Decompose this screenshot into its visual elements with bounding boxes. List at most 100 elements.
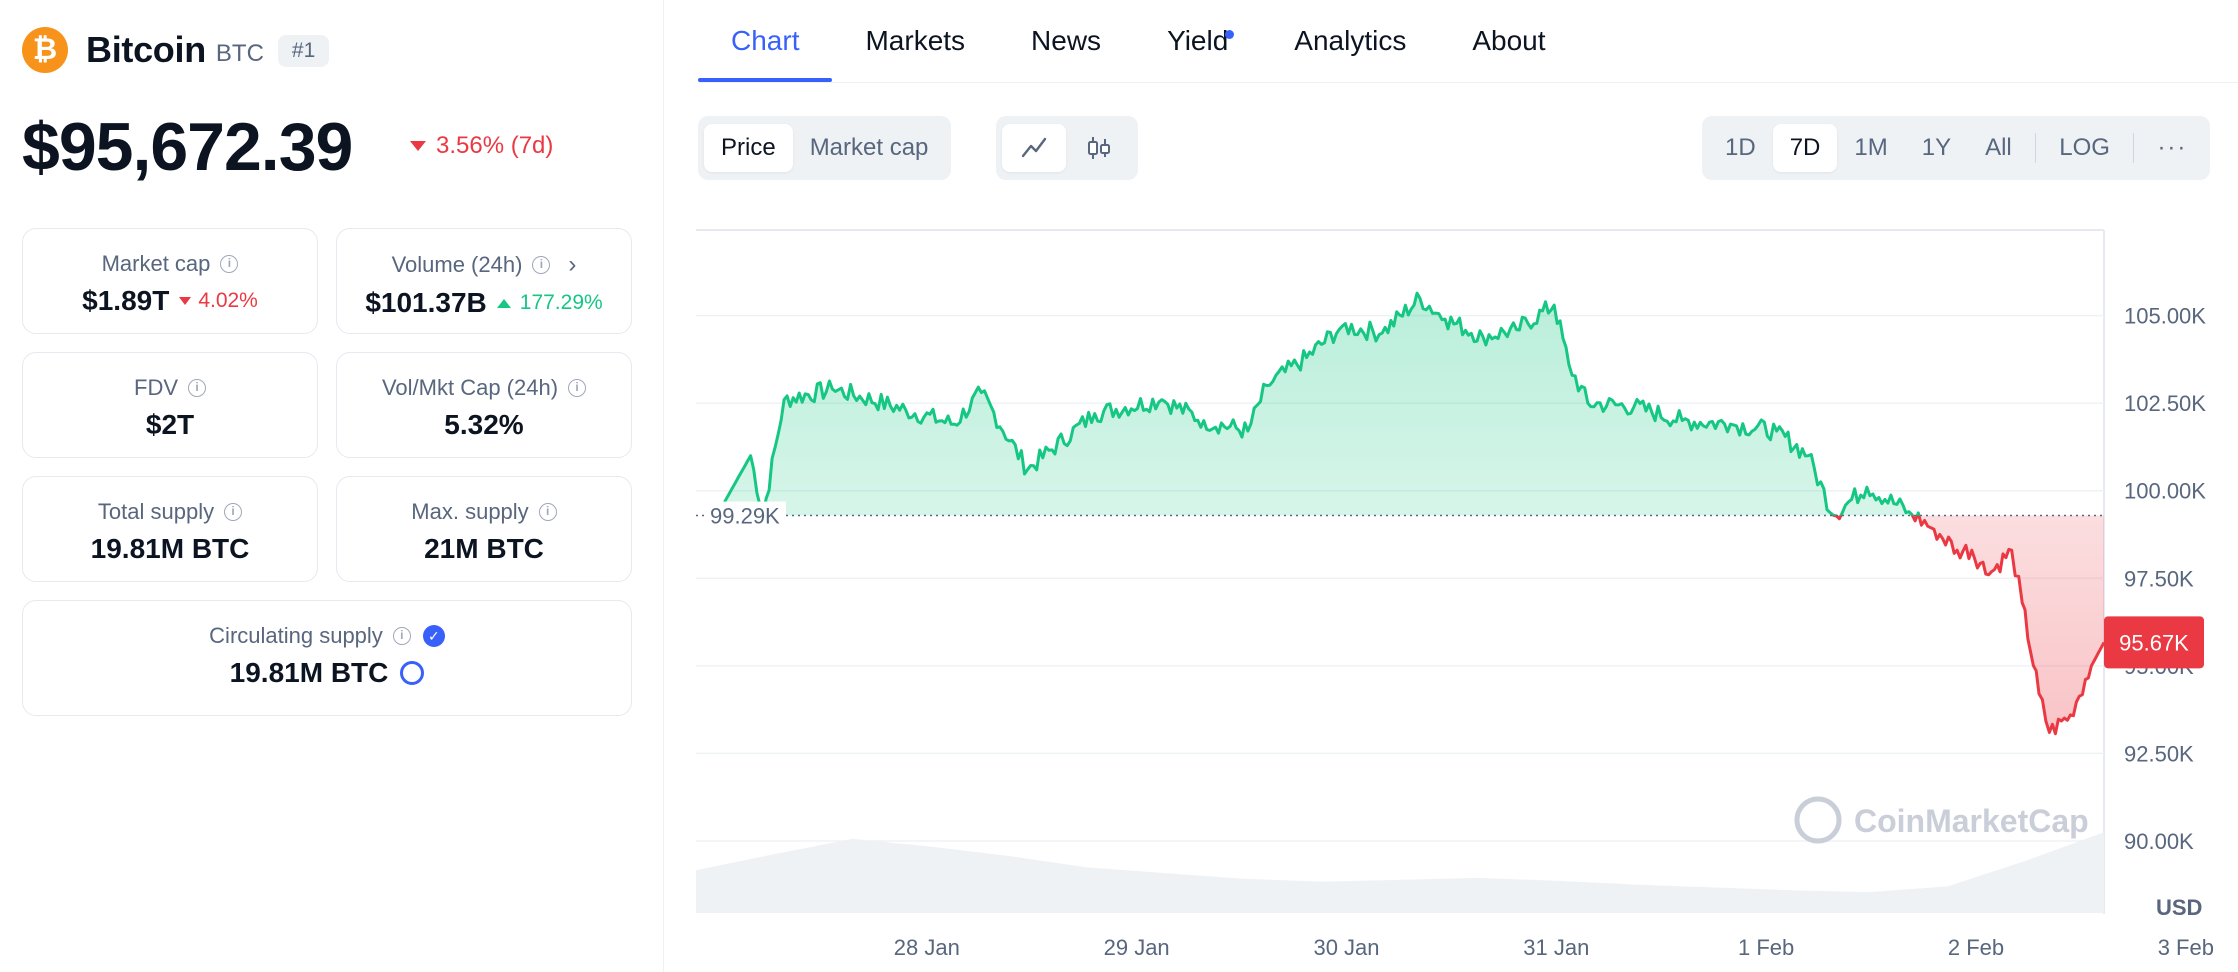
- coin-overview-panel: ₿ Bitcoin BTC #1 $95,672.39 3.56% (7d) M…: [0, 0, 664, 972]
- total-supply-card[interactable]: Total supply i 19.81M BTC: [22, 476, 318, 582]
- metric-toggle: Price Market cap: [698, 116, 952, 180]
- log-scale-button[interactable]: LOG: [2059, 134, 2110, 161]
- line-chart-icon: [1021, 137, 1047, 158]
- info-icon[interactable]: i: [188, 379, 206, 397]
- vol-mkt-cap-label: Vol/Mkt Cap (24h): [381, 375, 559, 400]
- tab-about-label: About: [1472, 25, 1546, 56]
- info-icon[interactable]: i: [224, 503, 243, 521]
- tab-yield-label: Yield: [1167, 25, 1229, 56]
- max-supply-card[interactable]: Max. supply i 21M BTC: [336, 476, 632, 582]
- candlestick-icon: [1088, 137, 1110, 159]
- fdv-label: FDV: [134, 375, 178, 400]
- market-cap-card[interactable]: Market cap i $1.89T 4.02%: [22, 228, 318, 334]
- total-supply-label: Total supply: [97, 499, 215, 524]
- total-supply-value: 19.81M BTC: [90, 533, 250, 564]
- down-arrow-icon: [410, 141, 426, 151]
- more-options-icon[interactable]: ···: [2157, 134, 2188, 161]
- price-area-down: [717, 515, 2104, 734]
- fdv-card[interactable]: FDV i $2T: [22, 352, 318, 458]
- volume-card[interactable]: Volume (24h) i › $101.37B 177.29%: [336, 228, 632, 334]
- coin-price: $95,672.39: [22, 109, 353, 185]
- circulating-supply-value: 19.81M BTC: [229, 657, 389, 688]
- tab-analytics[interactable]: Analytics: [1261, 0, 1439, 82]
- vol-mkt-cap-card[interactable]: Vol/Mkt Cap (24h) i 5.32%: [336, 352, 632, 458]
- tab-markets-label: Markets: [865, 25, 966, 56]
- max-supply-value: 21M BTC: [424, 533, 544, 564]
- tab-yield[interactable]: Yield: [1134, 0, 1261, 82]
- x-tick-label: 31 Jan: [1523, 935, 1589, 960]
- watermark-text: CoinMarketCap: [1854, 803, 2089, 839]
- chevron-right-icon[interactable]: ›: [568, 251, 577, 278]
- x-axis-labels: 28 Jan 29 Jan 30 Jan 31 Jan 1 Feb 2 Feb 3 Feb: [894, 935, 2214, 960]
- info-icon[interactable]: i: [220, 255, 239, 273]
- current-price-tag: 95.67K: [2104, 616, 2204, 669]
- tab-news-label: News: [1031, 25, 1102, 56]
- market-cap-toggle-button[interactable]: Market cap: [809, 134, 929, 161]
- coin-name: Bitcoin: [86, 29, 206, 70]
- line-chart-button[interactable]: [1002, 124, 1066, 172]
- x-tick-label: 30 Jan: [1313, 935, 1379, 960]
- volume-area: [696, 832, 2104, 913]
- candlestick-button[interactable]: [1066, 124, 1132, 172]
- y-tick-label: 105.00K: [2124, 304, 2206, 329]
- reference-line: 99.29K: [696, 501, 2104, 530]
- circulating-supply-label: Circulating supply: [209, 623, 383, 648]
- currency-unit-label: USD: [2156, 895, 2202, 920]
- coinmarketcap-watermark: CoinMarketCap: [1794, 796, 2089, 844]
- reference-price-label: 99.29K: [710, 504, 780, 529]
- up-arrow-icon: [496, 298, 511, 308]
- info-icon[interactable]: i: [538, 503, 557, 521]
- volume-value: $101.37B: [365, 287, 487, 318]
- reference-label-bg: [704, 501, 786, 530]
- range-7d-button[interactable]: 7D: [1772, 124, 1838, 172]
- y-tick-label: 100.00K: [2124, 479, 2206, 504]
- x-tick-label: 29 Jan: [1104, 935, 1170, 960]
- tab-news[interactable]: News: [998, 0, 1134, 82]
- chart-type-toggle: [996, 116, 1138, 180]
- verified-check-icon: ✓: [422, 625, 445, 647]
- volume-change-value: 177.29%: [519, 291, 603, 314]
- y-tick-label: 90.00K: [2124, 829, 2194, 854]
- x-tick-label: 28 Jan: [894, 935, 960, 960]
- tab-chart[interactable]: Chart: [698, 0, 833, 82]
- price-line-up: [715, 291, 1921, 516]
- detail-tabs: Chart Markets News Yield Analytics About: [698, 0, 1579, 82]
- current-price-label: 95.67K: [2119, 630, 2189, 655]
- info-icon[interactable]: i: [532, 256, 551, 274]
- y-tick-label: 97.50K: [2124, 566, 2194, 591]
- new-indicator-dot: [1225, 30, 1235, 39]
- tab-divider: [698, 82, 2238, 83]
- tab-chart-label: Chart: [731, 25, 800, 56]
- coin-symbol: BTC: [215, 40, 264, 67]
- current-price-tag-bg: [2104, 616, 2204, 669]
- market-cap-label: Market cap: [101, 251, 211, 276]
- range-1y-button[interactable]: 1Y: [1921, 134, 1952, 161]
- rank-badge: #1: [277, 35, 330, 67]
- price-series: [715, 291, 2106, 736]
- vol-mkt-cap-value: 5.32%: [444, 409, 524, 440]
- market-cap-change-value: 4.02%: [198, 289, 258, 312]
- range-all-button[interactable]: All: [1985, 134, 2012, 161]
- price-toggle-button[interactable]: Price: [704, 124, 793, 172]
- range-1d-button[interactable]: 1D: [1725, 134, 1756, 161]
- range-1m-button[interactable]: 1M: [1854, 134, 1888, 161]
- circulating-supply-card[interactable]: Circulating supply i ✓ 19.81M BTC: [22, 600, 632, 716]
- max-supply-label: Max. supply: [411, 499, 529, 524]
- info-icon[interactable]: i: [568, 379, 587, 397]
- tab-markets[interactable]: Markets: [832, 0, 998, 82]
- tab-about[interactable]: About: [1439, 0, 1578, 82]
- time-range-toggle: 1D 7D 1M 1Y All LOG ···: [1702, 116, 2211, 180]
- volume-label: Volume (24h): [391, 252, 523, 277]
- x-tick-label: 3 Feb: [2158, 935, 2214, 960]
- price-chart[interactable]: 99.29K 105.00K102.50K100.00K97.50K95.00K…: [696, 228, 2236, 968]
- price-chart-svg[interactable]: 99.29K 105.00K102.50K100.00K97.50K95.00K…: [696, 228, 2236, 968]
- bitcoin-logo-icon: ₿: [22, 27, 68, 73]
- price-area-up: [717, 293, 1919, 516]
- y-tick-label: 102.50K: [2124, 391, 2206, 416]
- info-icon[interactable]: i: [392, 627, 411, 645]
- coinmarketcap-logo-icon: [1794, 796, 1842, 844]
- coin-header: ₿ Bitcoin BTC #1: [22, 24, 330, 76]
- market-cap-value: $1.89T: [82, 285, 170, 316]
- tab-analytics-label: Analytics: [1294, 25, 1407, 56]
- x-tick-label: 1 Feb: [1738, 935, 1794, 960]
